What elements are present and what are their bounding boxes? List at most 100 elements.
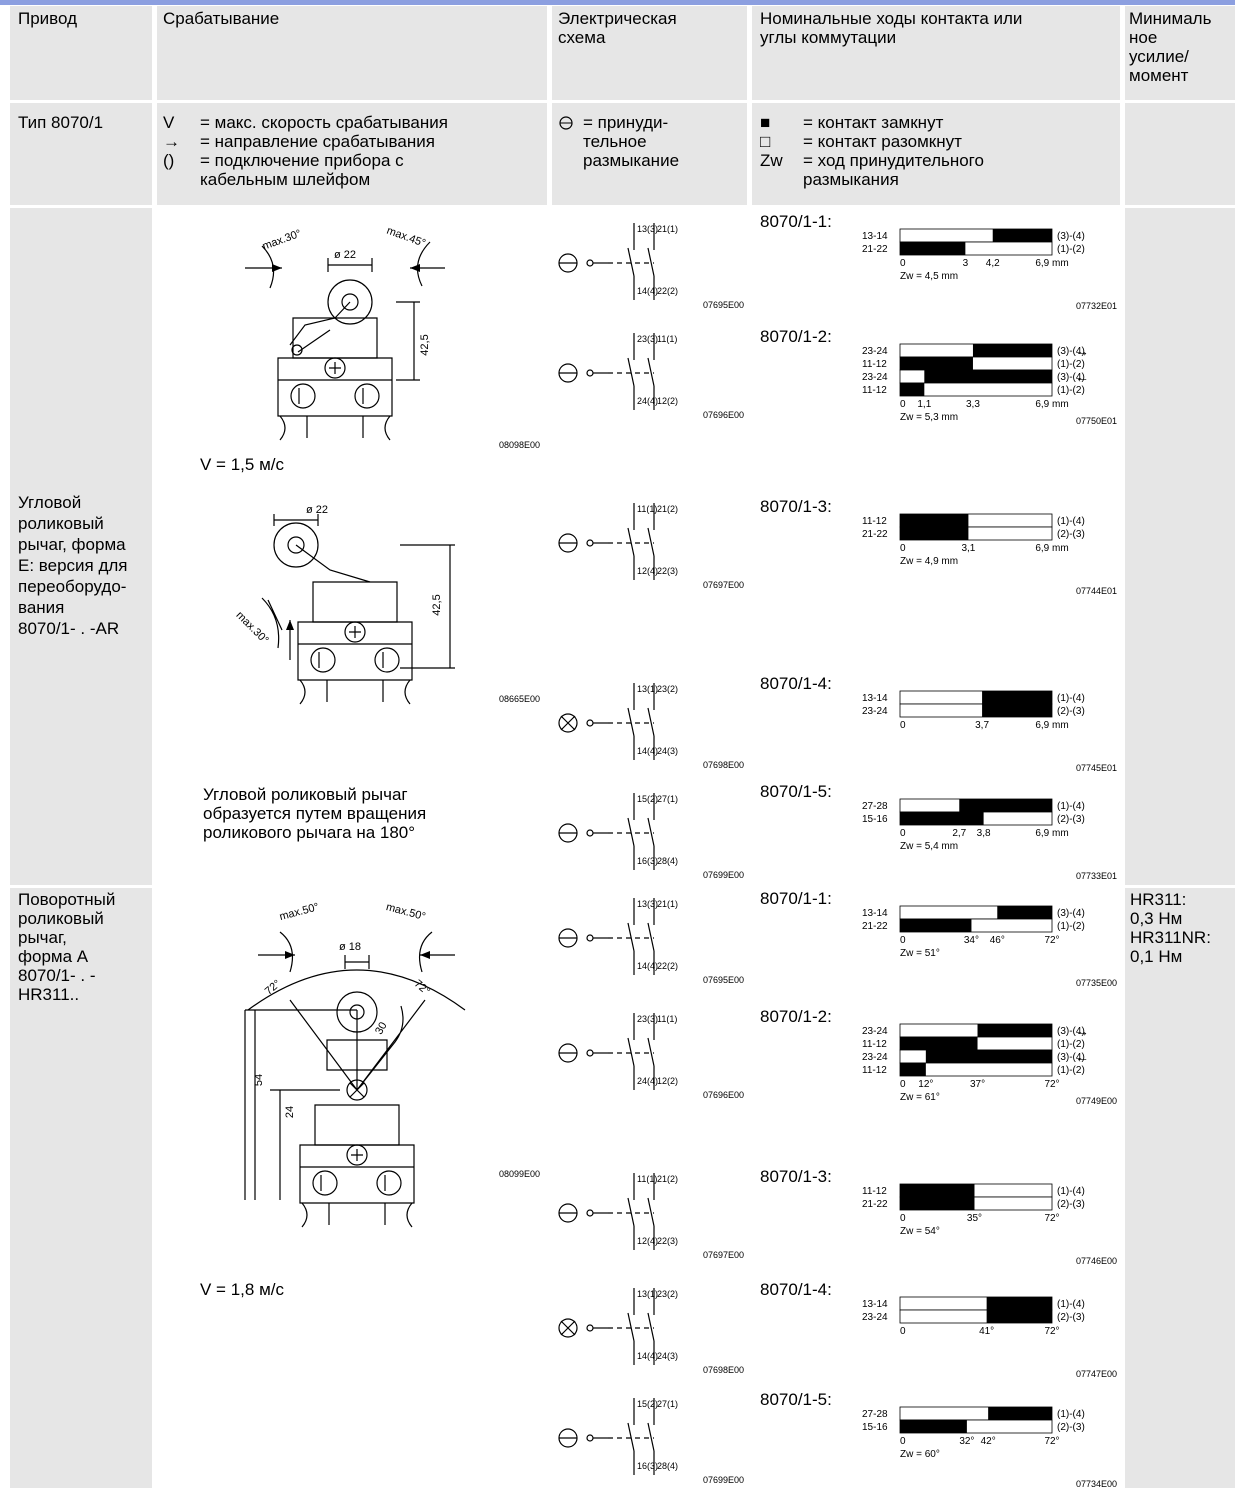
terminal-label: 15(2) xyxy=(637,794,658,804)
legend-text: = подключение прибора с xyxy=(200,151,404,170)
bar-closed xyxy=(992,229,1052,242)
drawing-circle xyxy=(376,1170,402,1196)
roller xyxy=(273,522,319,568)
chart-title: 8070/1-2: xyxy=(760,327,832,346)
terminal-label: 13(1) xyxy=(637,1289,658,1299)
terminal-label: 21(1) xyxy=(657,899,678,909)
tick-label: 6,9 mm xyxy=(1035,543,1068,554)
terminal-label: (1)-(2) xyxy=(1057,244,1085,255)
terminal-label: 13(3) xyxy=(637,899,658,909)
drawing-code: 08098E00 xyxy=(499,440,540,450)
top-strip xyxy=(0,0,1235,5)
table-cell xyxy=(752,103,1120,205)
terminal-label: (2)-(3) xyxy=(1057,706,1085,717)
terminal-label: 11(1) xyxy=(657,334,677,344)
terminal-label: (3)-(4) xyxy=(1057,231,1085,242)
terminal-label: 11(1) xyxy=(657,1014,677,1024)
drawing-code: 07749E00 xyxy=(1076,1096,1117,1106)
contact-label: 23-24 xyxy=(862,346,888,357)
drawing-line xyxy=(326,1039,388,1071)
terminal-label: 11(1) xyxy=(637,504,657,514)
contact-label: 21-22 xyxy=(862,244,888,255)
chart-title: 8070/1-4: xyxy=(760,1280,832,1299)
angle-arc xyxy=(247,969,466,1011)
terminal-label: 16(3) xyxy=(637,856,658,866)
drawing-code: 07734E00 xyxy=(1076,1479,1117,1488)
drawing-line xyxy=(329,362,341,374)
tick-label: 41° xyxy=(979,1326,994,1337)
drawing-circle xyxy=(354,383,380,409)
terminal-label: 22(2) xyxy=(657,286,678,296)
bar-closed xyxy=(986,1310,1052,1323)
screw xyxy=(324,357,346,379)
terminal-label: 24(4) xyxy=(637,1076,658,1086)
bar-closed xyxy=(900,1184,975,1197)
roller-hub xyxy=(349,1004,365,1020)
legend-symbol: Zw xyxy=(760,151,783,170)
drawing-code: 07746E00 xyxy=(1076,1256,1117,1266)
arrow-head xyxy=(272,264,282,272)
terminal-label: (1)-(2) xyxy=(1057,1039,1085,1050)
terminal-label: 24(3) xyxy=(657,1351,678,1361)
roller-hub xyxy=(341,293,359,311)
drawing-line xyxy=(349,1082,365,1098)
roller xyxy=(327,279,373,325)
drawing-line xyxy=(320,1175,386,1191)
drive-text: рычаг, форма xyxy=(18,535,126,554)
legend-symbol: () xyxy=(163,151,174,170)
bar-closed xyxy=(900,1197,975,1210)
drawing-line xyxy=(289,999,426,1091)
table-cell xyxy=(10,208,152,885)
drive-text: вания xyxy=(18,598,64,617)
drawing-code: 08099E00 xyxy=(499,1169,540,1179)
bar-closed xyxy=(900,357,973,370)
contact-label: 23-24 xyxy=(862,1026,888,1037)
roller xyxy=(336,991,378,1033)
note-text: Угловой роликовый рычаг xyxy=(203,785,408,804)
drawing-line xyxy=(261,241,431,381)
contact-label: 21-22 xyxy=(862,921,888,932)
type-label: Тип 8070/1 xyxy=(18,113,103,132)
tick-label: 0 xyxy=(900,935,906,946)
tick-label: 2,7 xyxy=(952,828,966,839)
legend-text: = принуди- xyxy=(583,113,668,132)
dimension-label: 30 xyxy=(373,1020,390,1037)
drive-text: роликовый xyxy=(18,514,104,533)
terminal-label: 23(2) xyxy=(657,1289,678,1299)
terminal-label: 12(2) xyxy=(657,396,678,406)
forced-symbol xyxy=(560,715,576,731)
bar-closed xyxy=(997,906,1052,919)
contact-label: 13-14 xyxy=(862,231,888,242)
header-text: момент xyxy=(1129,66,1189,85)
drawing-line xyxy=(261,597,283,649)
tick-label: 46° xyxy=(990,935,1005,946)
bar-closed xyxy=(925,1050,1052,1063)
bar-closed xyxy=(900,514,969,527)
forced-symbol xyxy=(558,1318,578,1338)
terminal-label: (3)-(4) xyxy=(1057,372,1085,383)
terminal-label: 16(3) xyxy=(637,1461,658,1471)
zw-label: Zw = 5,3 mm xyxy=(900,412,958,423)
terminal-label: (3)-(4) xyxy=(1057,908,1085,919)
terminal-label: 24(3) xyxy=(657,746,678,756)
terminal-label: (2)-(3) xyxy=(1057,1199,1085,1210)
drawing-line xyxy=(298,388,364,404)
drive-text: E: версия для xyxy=(18,556,128,575)
legend-text: размыкание xyxy=(583,151,679,170)
table-cell xyxy=(552,208,747,885)
zw-label: Zw = 4,5 mm xyxy=(900,271,958,282)
bar-closed xyxy=(986,1297,1052,1310)
terminal-label: 22(3) xyxy=(657,566,678,576)
terminal-label: (3)-(4) xyxy=(1057,346,1085,357)
force-text: 0,1 Нм xyxy=(1130,947,1182,966)
drawing-line xyxy=(318,652,384,668)
direction-arrow: ← xyxy=(1075,369,1089,385)
contact-label: 23-24 xyxy=(862,372,888,383)
legend-symbol: □ xyxy=(760,132,770,151)
terminal-label: 21(2) xyxy=(657,1174,678,1184)
tick-label: 72° xyxy=(1044,1436,1059,1447)
table-cell xyxy=(157,103,547,205)
legend-text: = контакт замкнут xyxy=(803,113,944,132)
terminal-label: 11(1) xyxy=(637,1174,657,1184)
terminal-label: (1)-(4) xyxy=(1057,1409,1085,1420)
